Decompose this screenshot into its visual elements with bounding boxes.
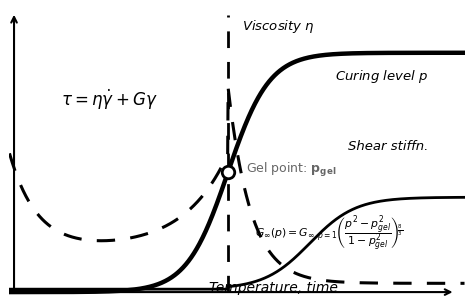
Text: Gel point: $\mathbf{p_{gel}}$: Gel point: $\mathbf{p_{gel}}$ [246, 161, 337, 178]
Text: Curing level $p$: Curing level $p$ [335, 67, 428, 85]
Text: Temperature, time: Temperature, time [209, 281, 338, 295]
Text: Viscosity $\eta$: Viscosity $\eta$ [242, 18, 314, 35]
Text: $G_{\infty}(p) = G_{\infty,p=1}\left(\dfrac{p^2 - p_{gel}^2}{1 - p_{gel}^2}\righ: $G_{\infty}(p) = G_{\infty,p=1}\left(\df… [255, 214, 403, 254]
Text: $\tau = \eta\dot{\gamma} + G\gamma$: $\tau = \eta\dot{\gamma} + G\gamma$ [61, 88, 158, 112]
Text: Shear stiffn.: Shear stiffn. [348, 140, 428, 153]
